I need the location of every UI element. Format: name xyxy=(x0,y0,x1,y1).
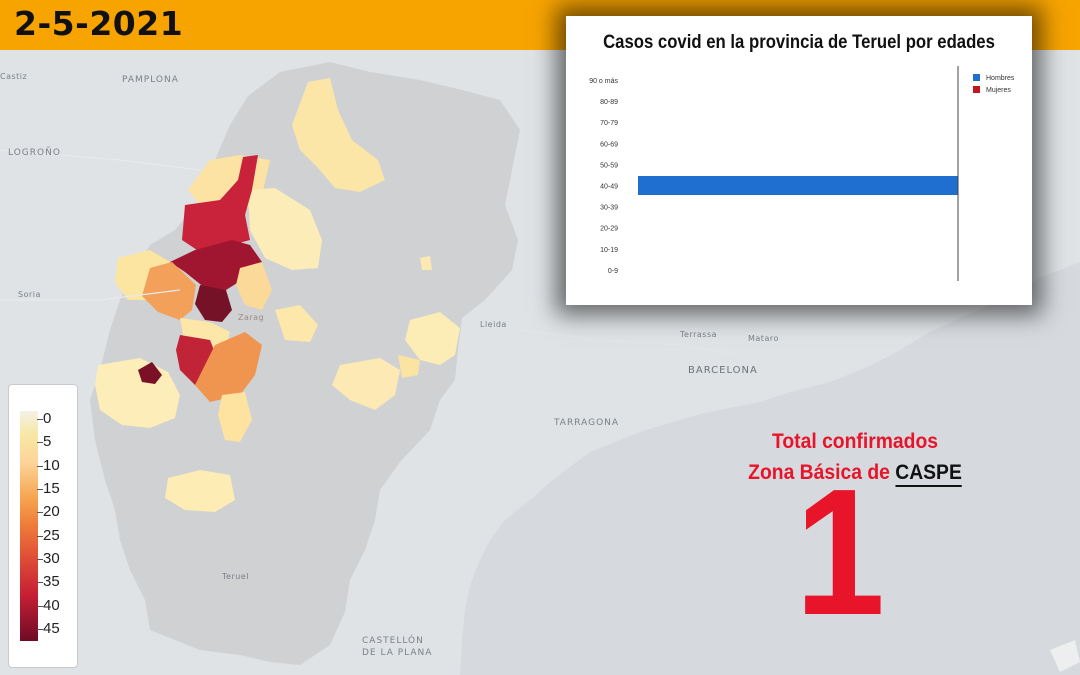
legend-tick-label: 25 xyxy=(43,526,60,544)
chart-title: Casos covid en la provincia de Teruel po… xyxy=(603,32,995,53)
age-tick-label: 20-29 xyxy=(600,226,618,233)
legend-swatch xyxy=(973,74,980,81)
zone-patch xyxy=(405,312,460,365)
total-label: Total confirmados xyxy=(771,430,939,453)
legend-tick-mark xyxy=(37,419,43,420)
zone-prefix: Zona Básica de xyxy=(748,461,896,484)
legend-tick-label: 20 xyxy=(43,503,60,521)
bar-hombres xyxy=(638,176,958,195)
legend-tick-mark xyxy=(37,559,43,560)
legend-tick-mark xyxy=(37,535,43,537)
age-tick-label: 30-39 xyxy=(600,205,618,212)
legend-tick-mark xyxy=(37,605,43,607)
zone-patch xyxy=(236,262,272,310)
legend-tick-label: 45 xyxy=(43,620,60,637)
date-title: 2-5-2021 xyxy=(14,4,184,43)
city-label-pamplona: PAMPLONA xyxy=(122,75,179,85)
legend-label: Hombres xyxy=(986,75,1015,82)
island xyxy=(1050,640,1080,672)
legend-tick-mark xyxy=(37,489,43,490)
age-tick-label: 40-49 xyxy=(600,184,618,191)
city-label-zaragoza: Zarag xyxy=(238,313,265,322)
zone-patch xyxy=(195,285,232,322)
zone-patch xyxy=(165,470,235,512)
color-legend: 0 5 10 15 20 25 30 35 40 45 xyxy=(8,384,78,668)
age-tick-label: 10-19 xyxy=(600,247,618,254)
road xyxy=(519,329,741,356)
zone-patch xyxy=(218,392,252,442)
age-tick-label: 50-59 xyxy=(600,162,618,169)
legend-tick-mark xyxy=(37,582,43,584)
legend-tick-mark xyxy=(37,629,43,630)
city-label-lleida: Lleida xyxy=(480,320,507,329)
age-bar-chart: 90 o más 80-89 70-79 60-69 50-59 40-49 30-39 20… xyxy=(589,66,1015,281)
city-label-tarragona: TARRAGONA xyxy=(554,418,620,428)
city-label-castellon-2: DE LA PLANA xyxy=(362,648,433,658)
legend-gradient xyxy=(20,411,38,641)
legend-label: Mujeres xyxy=(986,87,1011,94)
legend-swatch xyxy=(973,86,980,93)
zone-label: Zona Básica de CASPE xyxy=(712,461,997,487)
age-tick-label: 60-69 xyxy=(600,141,618,148)
city-label-teruel: Teruel xyxy=(222,572,249,581)
zone-name: CASPE xyxy=(895,461,962,487)
legend-tick-mark xyxy=(37,465,43,467)
zone-patch xyxy=(182,155,258,252)
city-label-logrono: LOGROÑO xyxy=(8,148,61,158)
legend-tick-mark xyxy=(37,442,43,444)
city-label-mataro: Mataro xyxy=(748,334,779,343)
city-label-terrassa: Terrassa xyxy=(680,330,718,339)
zone-patch xyxy=(248,188,322,270)
zone-patch xyxy=(292,78,385,192)
city-label-castellon: CASTELLÓN xyxy=(362,636,424,646)
zone-patch xyxy=(275,305,318,342)
zone-patch xyxy=(138,362,162,384)
legend-tick-mark xyxy=(37,512,43,514)
chart-panel: Casos covid en la provincia de Teruel po… xyxy=(566,16,1032,305)
road xyxy=(0,289,181,301)
legend-tick-label: 5 xyxy=(43,433,52,451)
legend-tick-label: 35 xyxy=(43,573,60,591)
zone-patch xyxy=(332,358,400,410)
city-label-soria: Soria xyxy=(18,290,41,299)
city-label-castiz: Castiz xyxy=(0,72,28,81)
total-count: 1 xyxy=(794,452,886,653)
age-tick-label: 90 o más xyxy=(589,78,618,85)
legend-tick-label: 30 xyxy=(43,550,60,567)
legend-tick-label: 40 xyxy=(43,596,60,614)
legend-tick-label: 10 xyxy=(43,456,60,474)
zone-patch xyxy=(195,332,262,402)
road xyxy=(0,149,201,171)
zone-patch xyxy=(420,256,432,270)
city-label-barcelona: BARCELONA xyxy=(688,365,758,376)
sea xyxy=(460,262,1080,675)
legend-tick-label: 15 xyxy=(43,480,60,497)
age-tick-label: 70-79 xyxy=(600,120,618,127)
zone-patch xyxy=(398,355,420,378)
age-tick-label: 80-89 xyxy=(600,99,618,106)
legend-tick-label: 0 xyxy=(43,410,52,427)
age-tick-label: 0-9 xyxy=(608,268,618,275)
